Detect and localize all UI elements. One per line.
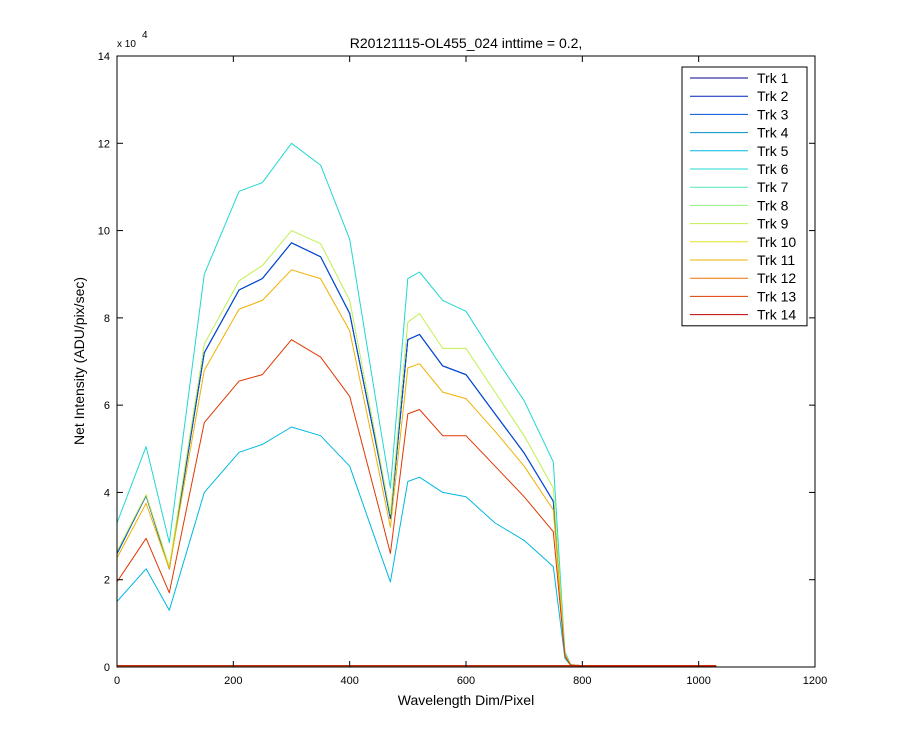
x-tick-label: 0 bbox=[114, 675, 120, 687]
y-tick-label: 4 bbox=[104, 487, 110, 499]
y-tick-label: 8 bbox=[104, 313, 110, 325]
legend-box bbox=[681, 66, 808, 327]
legend-entry: Trk 7 bbox=[757, 179, 789, 195]
legend-entry: Trk 11 bbox=[757, 252, 795, 268]
series-line-trk-5 bbox=[116, 426, 717, 667]
legend-entry: Trk 8 bbox=[757, 197, 789, 213]
y-tick-label: 0 bbox=[104, 662, 110, 674]
legend-entry: Trk 12 bbox=[757, 270, 796, 286]
legend-entry: Trk 4 bbox=[757, 125, 789, 141]
legend-entry: Trk 1 bbox=[757, 70, 789, 86]
legend-entry: Trk 2 bbox=[757, 88, 789, 104]
y-tick-label: 2 bbox=[104, 575, 110, 587]
series-line-trk-2 bbox=[116, 242, 717, 667]
y-multiplier-label: x 10 bbox=[117, 39, 136, 50]
series-line-trk-13 bbox=[116, 339, 717, 667]
legend-entry: Trk 3 bbox=[757, 106, 789, 122]
x-tick-label: 400 bbox=[340, 675, 358, 687]
chart-title: R20121115-OL455_024 inttime = 0.2, bbox=[350, 35, 583, 51]
legend: Trk 1 Trk 2 Trk 3 Trk 4 Trk 5 Trk 6 Trk 7 Trk 8… bbox=[681, 66, 808, 327]
x-tick-label: 600 bbox=[457, 675, 475, 687]
series-line-trk-1 bbox=[116, 242, 717, 667]
y-multiplier-exponent: 4 bbox=[142, 30, 148, 41]
legend-entry: Trk 6 bbox=[757, 161, 789, 177]
y-tick-label: 14 bbox=[98, 51, 110, 63]
legend-entry: Trk 13 bbox=[757, 288, 796, 304]
x-tick-label: 200 bbox=[224, 675, 242, 687]
x-axis-label: Wavelength Dim/Pixel bbox=[398, 692, 534, 708]
y-tick-label: 10 bbox=[98, 226, 110, 238]
series-line-trk-3 bbox=[116, 242, 717, 667]
legend-entry: Trk 14 bbox=[757, 307, 796, 323]
legend-entry: Trk 5 bbox=[757, 143, 789, 159]
y-tick-label: 12 bbox=[98, 138, 110, 150]
x-tick-label: 800 bbox=[573, 675, 591, 687]
series-line-trk-11 bbox=[116, 269, 717, 667]
y-tick-label: 6 bbox=[104, 400, 110, 412]
y-axis-label: Net Intensity (ADU/pix/sec) bbox=[71, 277, 87, 445]
series-line-trk-9 bbox=[116, 230, 717, 667]
series-line-trk-6 bbox=[116, 142, 717, 667]
legend-entry: Trk 10 bbox=[757, 234, 796, 250]
legend-entry: Trk 9 bbox=[757, 216, 789, 232]
x-tick-label: 1000 bbox=[686, 675, 710, 687]
x-tick-label: 1200 bbox=[803, 675, 827, 687]
